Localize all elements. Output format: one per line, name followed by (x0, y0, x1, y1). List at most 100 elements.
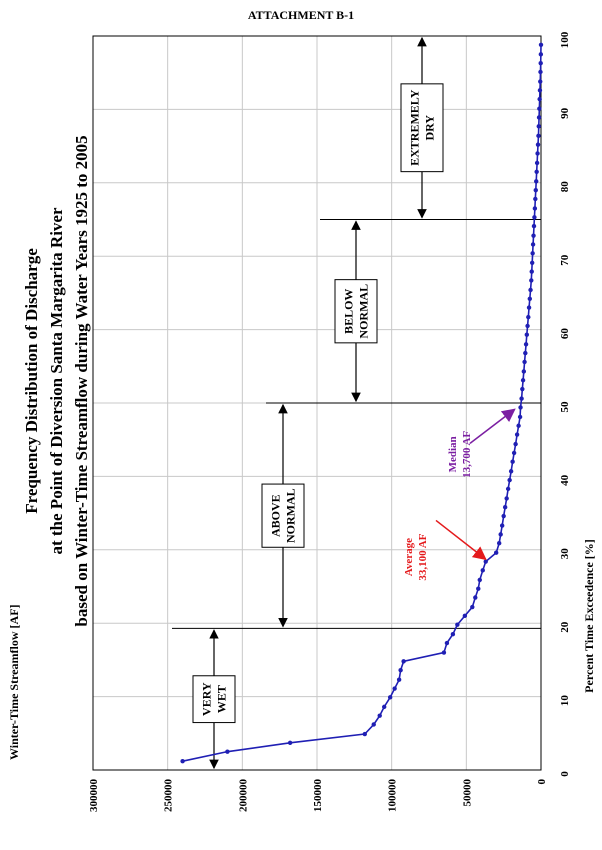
tick-label-flow: 100000 (387, 779, 399, 813)
annotation-label: 13,700 AF (461, 431, 473, 478)
zone-label-box (400, 83, 444, 173)
data-point (514, 432, 520, 437)
plot-area (92, 35, 542, 771)
data-point (180, 758, 185, 764)
data-point (530, 242, 536, 247)
data-point (533, 187, 538, 193)
data-point (537, 96, 542, 102)
axis-titles: Percent Time Exceedence [%] Winter-Time S… (7, 539, 596, 760)
tick-label-flow: 150000 (312, 779, 324, 813)
zone-label: EXTREMELY (408, 89, 422, 166)
zone-label: BELOW (342, 289, 356, 334)
zone-label: NORMAL (357, 284, 371, 339)
data-point (476, 586, 481, 591)
tick-label-percent: 70 (559, 254, 571, 266)
data-point (532, 206, 538, 211)
data-point (441, 650, 447, 655)
tick-label-percent: 0 (559, 771, 571, 777)
tick-label-flow: 200000 (237, 779, 249, 813)
data-point (530, 251, 535, 256)
data-point (525, 323, 530, 329)
data-point (470, 604, 475, 610)
data-point (533, 196, 538, 202)
data-point (537, 88, 543, 93)
data-point (504, 496, 509, 501)
data-point (529, 269, 534, 274)
zone-label: ABOVE (269, 494, 283, 537)
tick-label-flow: 300000 (88, 779, 100, 813)
tick-label-percent: 80 (559, 181, 571, 193)
tick-label-percent: 30 (559, 548, 571, 560)
data-point (396, 677, 402, 682)
tick-label-flow: 250000 (163, 779, 175, 813)
data-point (529, 260, 535, 266)
data-point (520, 378, 526, 383)
tick-label-percent: 100 (559, 31, 571, 48)
annotation-arrow (469, 408, 516, 444)
data-point (287, 740, 293, 746)
chart-title-line: at the Point of Diversion Santa Margarit… (47, 207, 66, 554)
data-point (535, 142, 541, 147)
data-point (398, 667, 403, 673)
tick-label-percent: 90 (559, 107, 571, 119)
data-point (526, 314, 531, 320)
data-point (496, 540, 502, 546)
data-point (527, 296, 532, 301)
tick-label-percent: 10 (559, 695, 571, 707)
annotation-arrow (435, 519, 487, 561)
data-point (462, 613, 468, 619)
data-point (480, 568, 485, 573)
data-point (538, 52, 544, 57)
data-point (511, 450, 517, 456)
chart-title: Frequency Distribution of Discharge at th… (22, 135, 91, 626)
annotations: Average 33,100 AF Median 13,700 AF (403, 408, 516, 581)
data-point (534, 179, 539, 184)
zone-label: VERY (200, 682, 214, 716)
data-point (531, 223, 537, 229)
zone-label-box (192, 675, 236, 724)
data-point (362, 731, 367, 737)
zone-label: DRY (423, 115, 437, 141)
data-point (450, 632, 456, 637)
annotation-label: Median (447, 436, 459, 472)
data-point (505, 486, 511, 492)
data-point (517, 414, 523, 420)
data-point (387, 695, 393, 700)
data-point (534, 160, 540, 166)
data-point (536, 133, 541, 139)
data-point (531, 233, 536, 238)
data-point (526, 305, 532, 310)
annotation-label: 33,100 AF (417, 533, 429, 580)
chart-title-line: Frequency Distribution of Discharge (22, 248, 41, 514)
data-point (529, 278, 534, 283)
data-point (382, 704, 387, 710)
data-point (532, 215, 537, 220)
data-point (523, 342, 529, 347)
data-point (524, 332, 530, 337)
annotation-label: Average (403, 538, 415, 576)
data-point (499, 523, 505, 528)
zone-label-box (261, 483, 305, 548)
data-point (507, 477, 512, 483)
tick-label-flow: 50000 (461, 779, 473, 807)
data-point (518, 405, 523, 410)
data-point (521, 369, 527, 374)
data-point (455, 622, 460, 627)
data-series (180, 42, 544, 764)
data-point (498, 532, 503, 537)
data-point (510, 459, 515, 464)
data-point (519, 396, 524, 401)
tick-label-percent: 20 (559, 621, 571, 633)
data-point (516, 423, 521, 428)
tick-label-percent: 40 (559, 474, 571, 486)
x-axis-title: Percent Time Exceedence [%] (582, 539, 596, 693)
tick-label-percent: 50 (559, 401, 571, 413)
data-point (502, 505, 508, 510)
data-point (225, 749, 230, 754)
chart-title-line: based on Winter-Time Streamflow during W… (72, 135, 91, 626)
data-point (371, 722, 376, 727)
tick-label-percent: 60 (559, 328, 571, 340)
data-point (473, 595, 478, 600)
